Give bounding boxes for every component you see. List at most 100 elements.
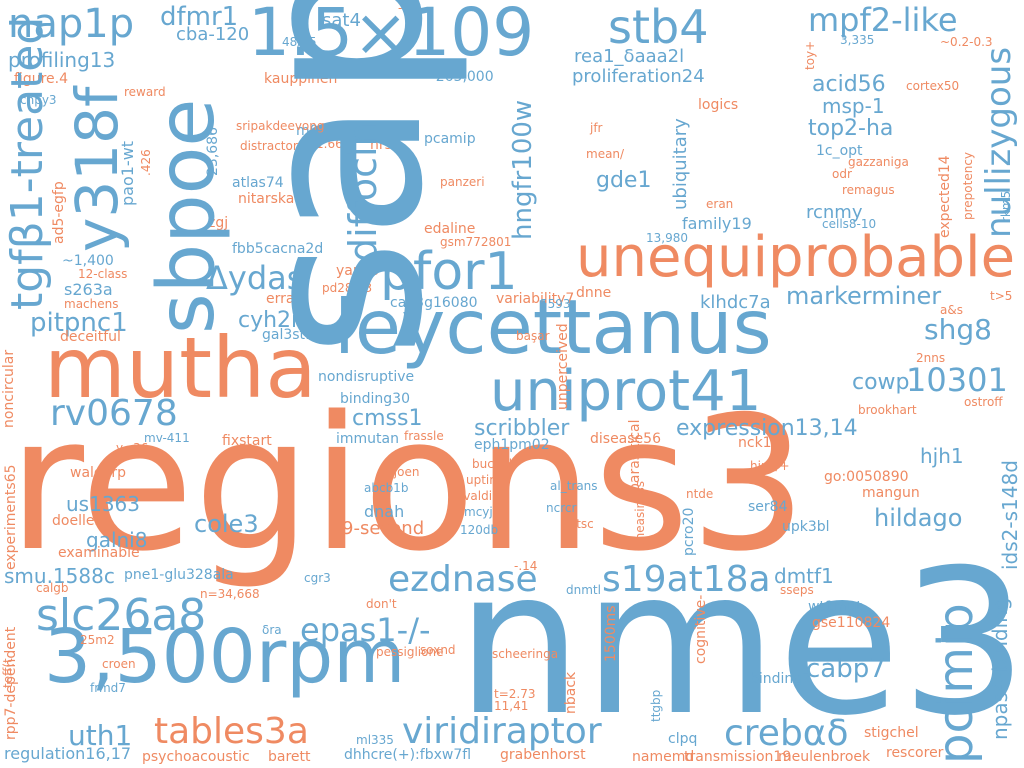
word-a-and-s: t>5 (990, 289, 1013, 303)
word-hipk-plus: Δtsc (568, 517, 594, 531)
word-mutha: mutha (44, 319, 317, 417)
word-basar: 5593 (540, 297, 571, 311)
word-pcimip: pcimip (928, 603, 984, 764)
word-dmtf1: dmtf1 (774, 564, 834, 588)
word-48-65: 48/65 (282, 35, 317, 49)
word-toy-plus: cortex50 (906, 79, 960, 93)
word-pitpnc1: pitpnc1 (30, 308, 128, 338)
word-cba-120: cba-120 (176, 24, 250, 45)
word-1-661: 1.661 (316, 137, 351, 151)
word-us1363: us1363 (66, 492, 140, 516)
word-1500ms: pcro20 (681, 507, 697, 556)
word-stdl: stdl (390, 65, 416, 81)
word-top2-ha: top2-ha (808, 116, 894, 141)
word-disease56: disease56 (590, 431, 661, 447)
word-gse110824: gse110824 (812, 615, 891, 631)
word-sap47: sap47 (207, 0, 473, 358)
word-uniprot41: uniprot41 (490, 359, 762, 424)
word-edaline: edaline (424, 221, 476, 237)
word-uth1: uth1 (68, 719, 133, 752)
word-t-2-73: scheeringa (492, 647, 559, 661)
word-rpp7-dependent: noncircular (1, 349, 17, 428)
word-rv0678: tgfβ1-treated (2, 16, 53, 310)
word-ids2-s148d: ids2-s148d (998, 460, 1022, 570)
word-machens: machens (64, 297, 119, 311)
word-waldorp: waldorp (70, 465, 127, 481)
word-gal3st1: gal3st1 (262, 327, 314, 343)
word-ezdnase: ezdnase (388, 559, 538, 600)
word-nback: uneasiness (633, 480, 647, 548)
word-croen: 11,41 (494, 699, 529, 713)
word-minus7-3: -7.3 (398, 1, 422, 15)
word-120db: mcyj (464, 505, 493, 519)
word-crebad: crebαδ (724, 713, 849, 754)
word-viridiraptor: viridiraptor (402, 711, 602, 752)
word-regions3: regions3 (8, 376, 808, 592)
word-n-34668: 25m2 (80, 633, 115, 647)
word-rescorer: rescorer (886, 745, 944, 761)
word-galni8: galni8 (86, 528, 148, 552)
word-klhdc7a: klhdc7a (700, 292, 771, 313)
word-nap1p: nap1p (8, 1, 135, 47)
word-mcyj: ivaldi (460, 489, 493, 503)
word-panzeri: gsm772801 (440, 235, 512, 249)
word-ca03g16080: ca03g16080 (390, 295, 478, 311)
word-25m2: frmd7 (90, 681, 126, 695)
word-expression13-14: expression13,14 (676, 416, 858, 441)
word-rea1-daaa2l: rea1_δaaa2l (574, 46, 685, 67)
word-minus-14: ntde (686, 487, 714, 501)
word-11-41: t=2.73 (494, 687, 536, 701)
word-cgr3: sseps (780, 583, 814, 597)
word-sat4: sat4 (322, 10, 361, 31)
word-binding30: binding30 (340, 391, 410, 407)
word-cognitive: nback (563, 671, 579, 714)
word-diffocin: diffocin (341, 122, 385, 262)
word-binding7: binding7 (750, 671, 812, 687)
word-cmss1: cmss1 (352, 406, 423, 431)
word-unperceived: experiments65 (3, 464, 19, 570)
word-dnmtl: -.14 (514, 559, 538, 573)
word-proliferation24: proliferation24 (572, 66, 705, 87)
word-teff-t: calgb (36, 581, 69, 595)
word-dfmr1: dfmr1 (160, 2, 239, 32)
word-kauppinen: kauppinen (264, 71, 338, 87)
word-eran: remagus (842, 183, 895, 197)
word-extra-198: sripakdeevong (236, 119, 325, 133)
word-pd28-33: pd28-33 (322, 281, 373, 295)
word-clpq: clpq (668, 731, 698, 747)
word-slc26a8: slc26a8 (36, 590, 207, 641)
word-logics: toy+ (803, 40, 817, 70)
word-pessiglione: don't (366, 597, 397, 611)
word-fixstart: fixstart (222, 433, 272, 449)
word-cells8-10: eran (706, 197, 734, 211)
word-expected14: cognitive- (693, 594, 709, 664)
word-mv-411: mv-411 (144, 431, 190, 445)
word-examinable: examinable (58, 545, 140, 561)
word-ml335: ml335 (356, 733, 394, 747)
word-al-trans: abcb1b (364, 481, 409, 495)
word-3500rpm: 3,500rpm (44, 614, 406, 700)
word-calgb: δra (262, 623, 282, 637)
word-grabenhorst: grabenhorst (500, 747, 586, 763)
word-smu-1588c: smu.1588c (4, 564, 115, 588)
word-nme3: nme3 (456, 527, 1024, 760)
word-variability7: dnne (576, 285, 612, 301)
word-viljoen: 120db (460, 523, 499, 537)
word-epas1: epas1-/- (300, 611, 431, 649)
word-reward: reward (124, 85, 166, 99)
word-soxnd: pessiglione (376, 645, 444, 659)
word-pao1-wt: atlas74 (232, 175, 284, 191)
word-rkm5: expected14 (937, 155, 953, 238)
word-13980: cells8-10 (822, 217, 877, 231)
word-regulation16-17: regulation16,17 (4, 744, 132, 763)
word-ser84: ser84 (748, 499, 788, 515)
word-meulenbroek: meulenbroek (778, 749, 871, 765)
word-stb4: stb4 (608, 0, 709, 54)
word-1c-opt: mean/ (586, 147, 625, 161)
word-msp-1: msp-1 (822, 94, 885, 118)
word-ncrcr: al_trans (550, 479, 598, 493)
word-ostroff: brookhart (858, 403, 917, 417)
word-0-2-0-3: 3,335 (840, 33, 875, 47)
word-yantis: yantis (336, 263, 379, 279)
